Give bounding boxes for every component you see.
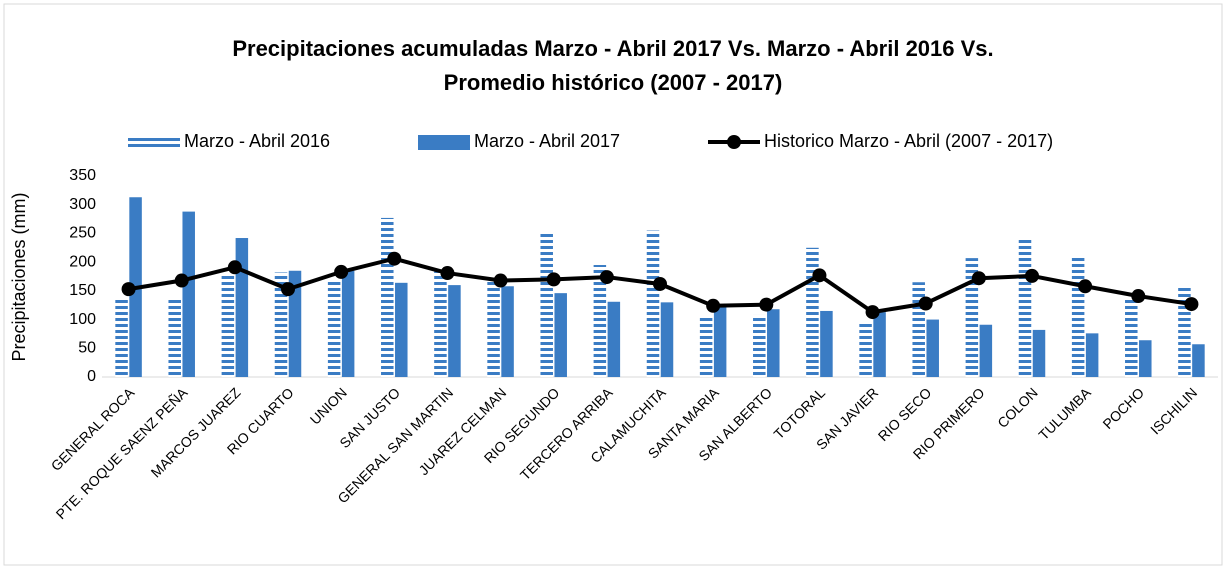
bar bbox=[965, 258, 979, 377]
line-marker bbox=[1131, 289, 1146, 304]
bar bbox=[1192, 344, 1205, 377]
bar bbox=[979, 324, 993, 377]
y-tick-label: 300 bbox=[69, 196, 96, 213]
y-tick-label: 0 bbox=[87, 368, 96, 385]
y-tick-label: 100 bbox=[69, 311, 96, 328]
line-marker bbox=[812, 268, 827, 283]
bar bbox=[341, 270, 355, 377]
line-marker bbox=[599, 270, 614, 285]
bar bbox=[873, 312, 886, 377]
bar bbox=[753, 314, 766, 377]
line-marker bbox=[440, 266, 455, 281]
line-marker bbox=[1184, 297, 1199, 312]
bar bbox=[699, 316, 713, 377]
bar bbox=[221, 273, 235, 377]
bar bbox=[859, 322, 872, 377]
bar bbox=[713, 306, 727, 377]
bar bbox=[1032, 329, 1046, 377]
line-marker bbox=[334, 264, 349, 279]
line-marker bbox=[865, 305, 880, 320]
bar bbox=[767, 309, 780, 377]
bar bbox=[1125, 299, 1138, 377]
bar bbox=[1071, 256, 1085, 377]
line-marker bbox=[227, 260, 242, 275]
legend-swatch bbox=[128, 135, 180, 150]
bar bbox=[235, 238, 249, 377]
legend-label: Marzo - Abril 2016 bbox=[184, 131, 330, 151]
bar bbox=[434, 267, 447, 377]
legend-swatch-marker bbox=[727, 135, 741, 149]
line-marker bbox=[281, 282, 295, 297]
bar bbox=[912, 282, 925, 377]
bar bbox=[554, 293, 567, 377]
line-marker bbox=[918, 296, 933, 311]
y-tick-label: 150 bbox=[69, 282, 96, 299]
bar bbox=[660, 302, 674, 377]
legend-swatch bbox=[418, 135, 470, 150]
bar bbox=[1139, 340, 1152, 377]
line-marker bbox=[1025, 268, 1039, 283]
bar bbox=[646, 230, 660, 377]
line-marker bbox=[1078, 279, 1093, 294]
line-marker bbox=[759, 297, 774, 312]
chart-subtitle: Promedio histórico (2007 - 2017) bbox=[444, 70, 783, 95]
bar bbox=[1018, 237, 1032, 377]
line-marker bbox=[387, 251, 402, 266]
bar bbox=[274, 272, 288, 377]
bar bbox=[501, 286, 514, 377]
y-axis-label: Precipitaciones (mm) bbox=[9, 192, 29, 361]
bar bbox=[168, 298, 181, 377]
bar bbox=[487, 279, 500, 377]
legend-label: Historico Marzo - Abril (2007 - 2017) bbox=[764, 131, 1053, 151]
bar bbox=[381, 217, 394, 377]
bar bbox=[327, 279, 341, 377]
y-tick-label: 250 bbox=[69, 225, 96, 242]
y-tick-label: 50 bbox=[78, 340, 96, 357]
line-marker bbox=[706, 298, 721, 313]
bar bbox=[182, 211, 195, 377]
bar bbox=[593, 265, 607, 377]
y-tick-label: 200 bbox=[69, 253, 96, 270]
line-marker bbox=[174, 273, 189, 288]
bar bbox=[607, 301, 621, 377]
bar bbox=[926, 319, 939, 377]
bar bbox=[448, 285, 461, 377]
bar bbox=[395, 282, 408, 377]
y-tick-label: 350 bbox=[69, 167, 96, 184]
bar bbox=[115, 297, 128, 377]
line-marker bbox=[971, 271, 986, 286]
bar bbox=[820, 310, 833, 377]
chart-title: Precipitaciones acumuladas Marzo - Abril… bbox=[232, 36, 993, 61]
bar bbox=[806, 247, 819, 377]
bar bbox=[288, 270, 302, 377]
bar bbox=[1085, 333, 1099, 377]
bar bbox=[540, 231, 553, 377]
line-marker bbox=[653, 276, 667, 291]
line-marker bbox=[121, 282, 136, 297]
legend-label: Marzo - Abril 2017 bbox=[474, 131, 620, 151]
line-marker bbox=[493, 273, 508, 288]
line-marker bbox=[546, 272, 561, 287]
